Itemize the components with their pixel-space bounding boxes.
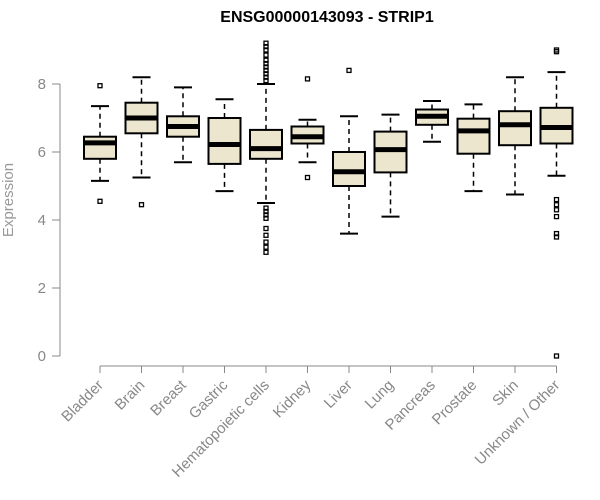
outlier-point bbox=[553, 196, 560, 203]
y-axis: 0 2 4 6 8 bbox=[38, 76, 61, 365]
box-pancreas bbox=[415, 100, 449, 143]
y-tick-label: 0 bbox=[38, 348, 46, 365]
box-series bbox=[83, 40, 574, 359]
y-tick-label: 4 bbox=[38, 212, 46, 229]
outlier-point bbox=[304, 174, 311, 181]
chart-title: ENSG00000143093 - STRIP1 bbox=[220, 9, 434, 26]
box-hematopoietic-cells bbox=[249, 40, 283, 255]
box-skin bbox=[498, 76, 532, 196]
outlier-point bbox=[553, 353, 560, 359]
iqr-box bbox=[456, 117, 491, 155]
outlier-point bbox=[263, 239, 269, 245]
iqr-box bbox=[332, 151, 366, 187]
outlier-point bbox=[263, 77, 269, 84]
outlier-point bbox=[263, 52, 269, 58]
box-gastric bbox=[207, 98, 242, 193]
y-tick-label: 2 bbox=[38, 280, 46, 297]
box-breast bbox=[166, 86, 200, 164]
x-tick-label: Brain bbox=[112, 377, 149, 414]
x-tick-label: Breast bbox=[147, 376, 190, 419]
y-tick-label: 8 bbox=[38, 76, 46, 93]
y-tick-label: 6 bbox=[38, 144, 46, 161]
outlier-point bbox=[346, 67, 352, 74]
outlier-point bbox=[97, 83, 103, 89]
outlier-point bbox=[553, 213, 560, 220]
outlier-point bbox=[263, 225, 269, 232]
box-prostate bbox=[456, 103, 491, 193]
x-tick-label: Kidney bbox=[270, 376, 315, 421]
box-unknown-other bbox=[539, 47, 574, 359]
x-tick-label: Liver bbox=[321, 377, 356, 412]
outlier-point bbox=[553, 207, 560, 213]
x-tick-label: Lung bbox=[362, 377, 398, 413]
outlier-point bbox=[553, 49, 560, 55]
iqr-box bbox=[498, 110, 532, 147]
iqr-box bbox=[249, 128, 283, 160]
box-brain bbox=[124, 76, 159, 208]
box-liver bbox=[332, 67, 366, 235]
outlier-point bbox=[263, 244, 269, 250]
outlier-point bbox=[553, 202, 560, 208]
outlier-point bbox=[263, 249, 269, 255]
box-kidney bbox=[290, 76, 325, 181]
outlier-point bbox=[263, 47, 269, 53]
x-tick-label: Bladder bbox=[58, 377, 107, 426]
iqr-box bbox=[83, 135, 117, 160]
outlier-point bbox=[263, 215, 269, 221]
x-tick-label: Prostate bbox=[429, 377, 481, 429]
y-axis-label: Expression bbox=[0, 163, 17, 237]
outlier-point bbox=[553, 234, 560, 240]
outlier-point bbox=[97, 198, 103, 204]
outlier-point bbox=[263, 232, 269, 238]
x-tick-label: Skin bbox=[489, 377, 522, 410]
outlier-point bbox=[138, 202, 145, 208]
outlier-point bbox=[304, 76, 311, 82]
iqr-box bbox=[207, 117, 242, 165]
box-bladder bbox=[83, 83, 117, 204]
box-lung bbox=[373, 113, 408, 218]
